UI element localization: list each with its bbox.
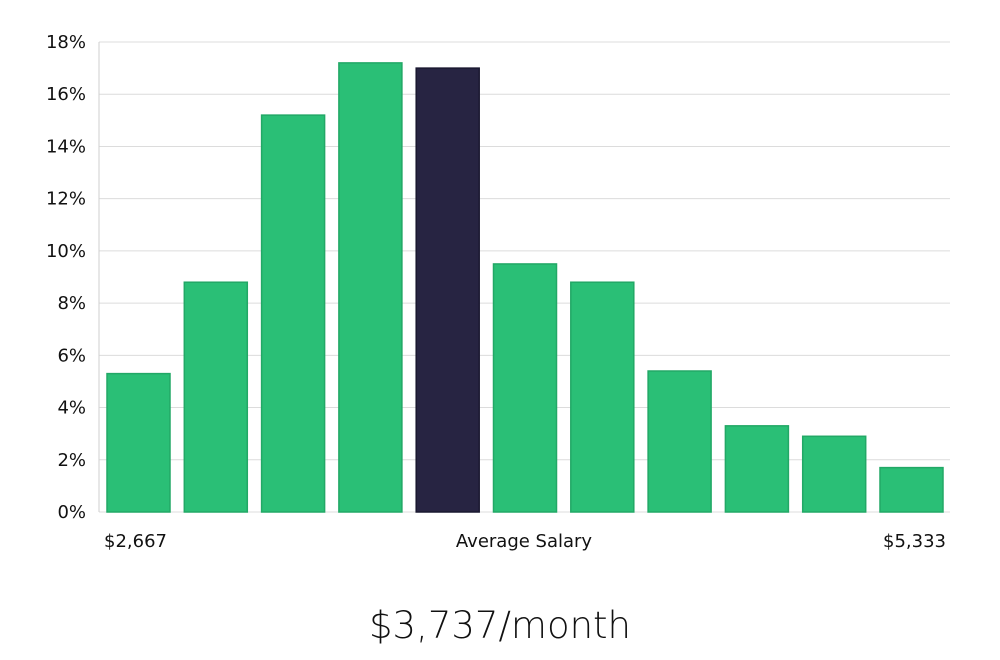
bar: [879, 466, 944, 513]
bar: [492, 263, 558, 513]
salary-distribution-chart: 0% 2% 4% 6% 8% 10% 12% 14% 16% 18% $2,667 Average…: [46, 32, 950, 552]
bar: [338, 62, 403, 513]
y-axis-ticks: 0% 2% 4% 6% 8% 10% 12% 14% 16% 18%: [46, 32, 86, 523]
x-label-min: $2,667: [104, 531, 167, 552]
y-tick-label: 2%: [57, 450, 86, 471]
y-tick-label: 6%: [57, 345, 86, 366]
bar: [106, 372, 171, 513]
x-label-average: Average Salary: [456, 531, 593, 552]
bars: [106, 62, 944, 513]
y-tick-label: 0%: [57, 502, 86, 523]
y-tick-label: 12%: [46, 189, 86, 210]
y-tick-label: 10%: [46, 241, 86, 262]
bar: [647, 370, 712, 513]
bar: [260, 114, 326, 513]
y-tick-label: 16%: [46, 84, 86, 105]
y-tick-label: 8%: [57, 293, 86, 314]
bar: [183, 281, 249, 513]
bar-average-highlight: [415, 67, 480, 513]
average-salary-headline: $3,737/month: [368, 604, 632, 647]
y-tick-label: 4%: [57, 398, 86, 419]
y-tick-label: 14%: [46, 136, 86, 157]
bar: [801, 435, 867, 513]
bar: [570, 281, 635, 513]
x-label-max: $5,333: [883, 531, 946, 552]
y-tick-label: 18%: [46, 32, 86, 53]
bar: [724, 425, 790, 513]
